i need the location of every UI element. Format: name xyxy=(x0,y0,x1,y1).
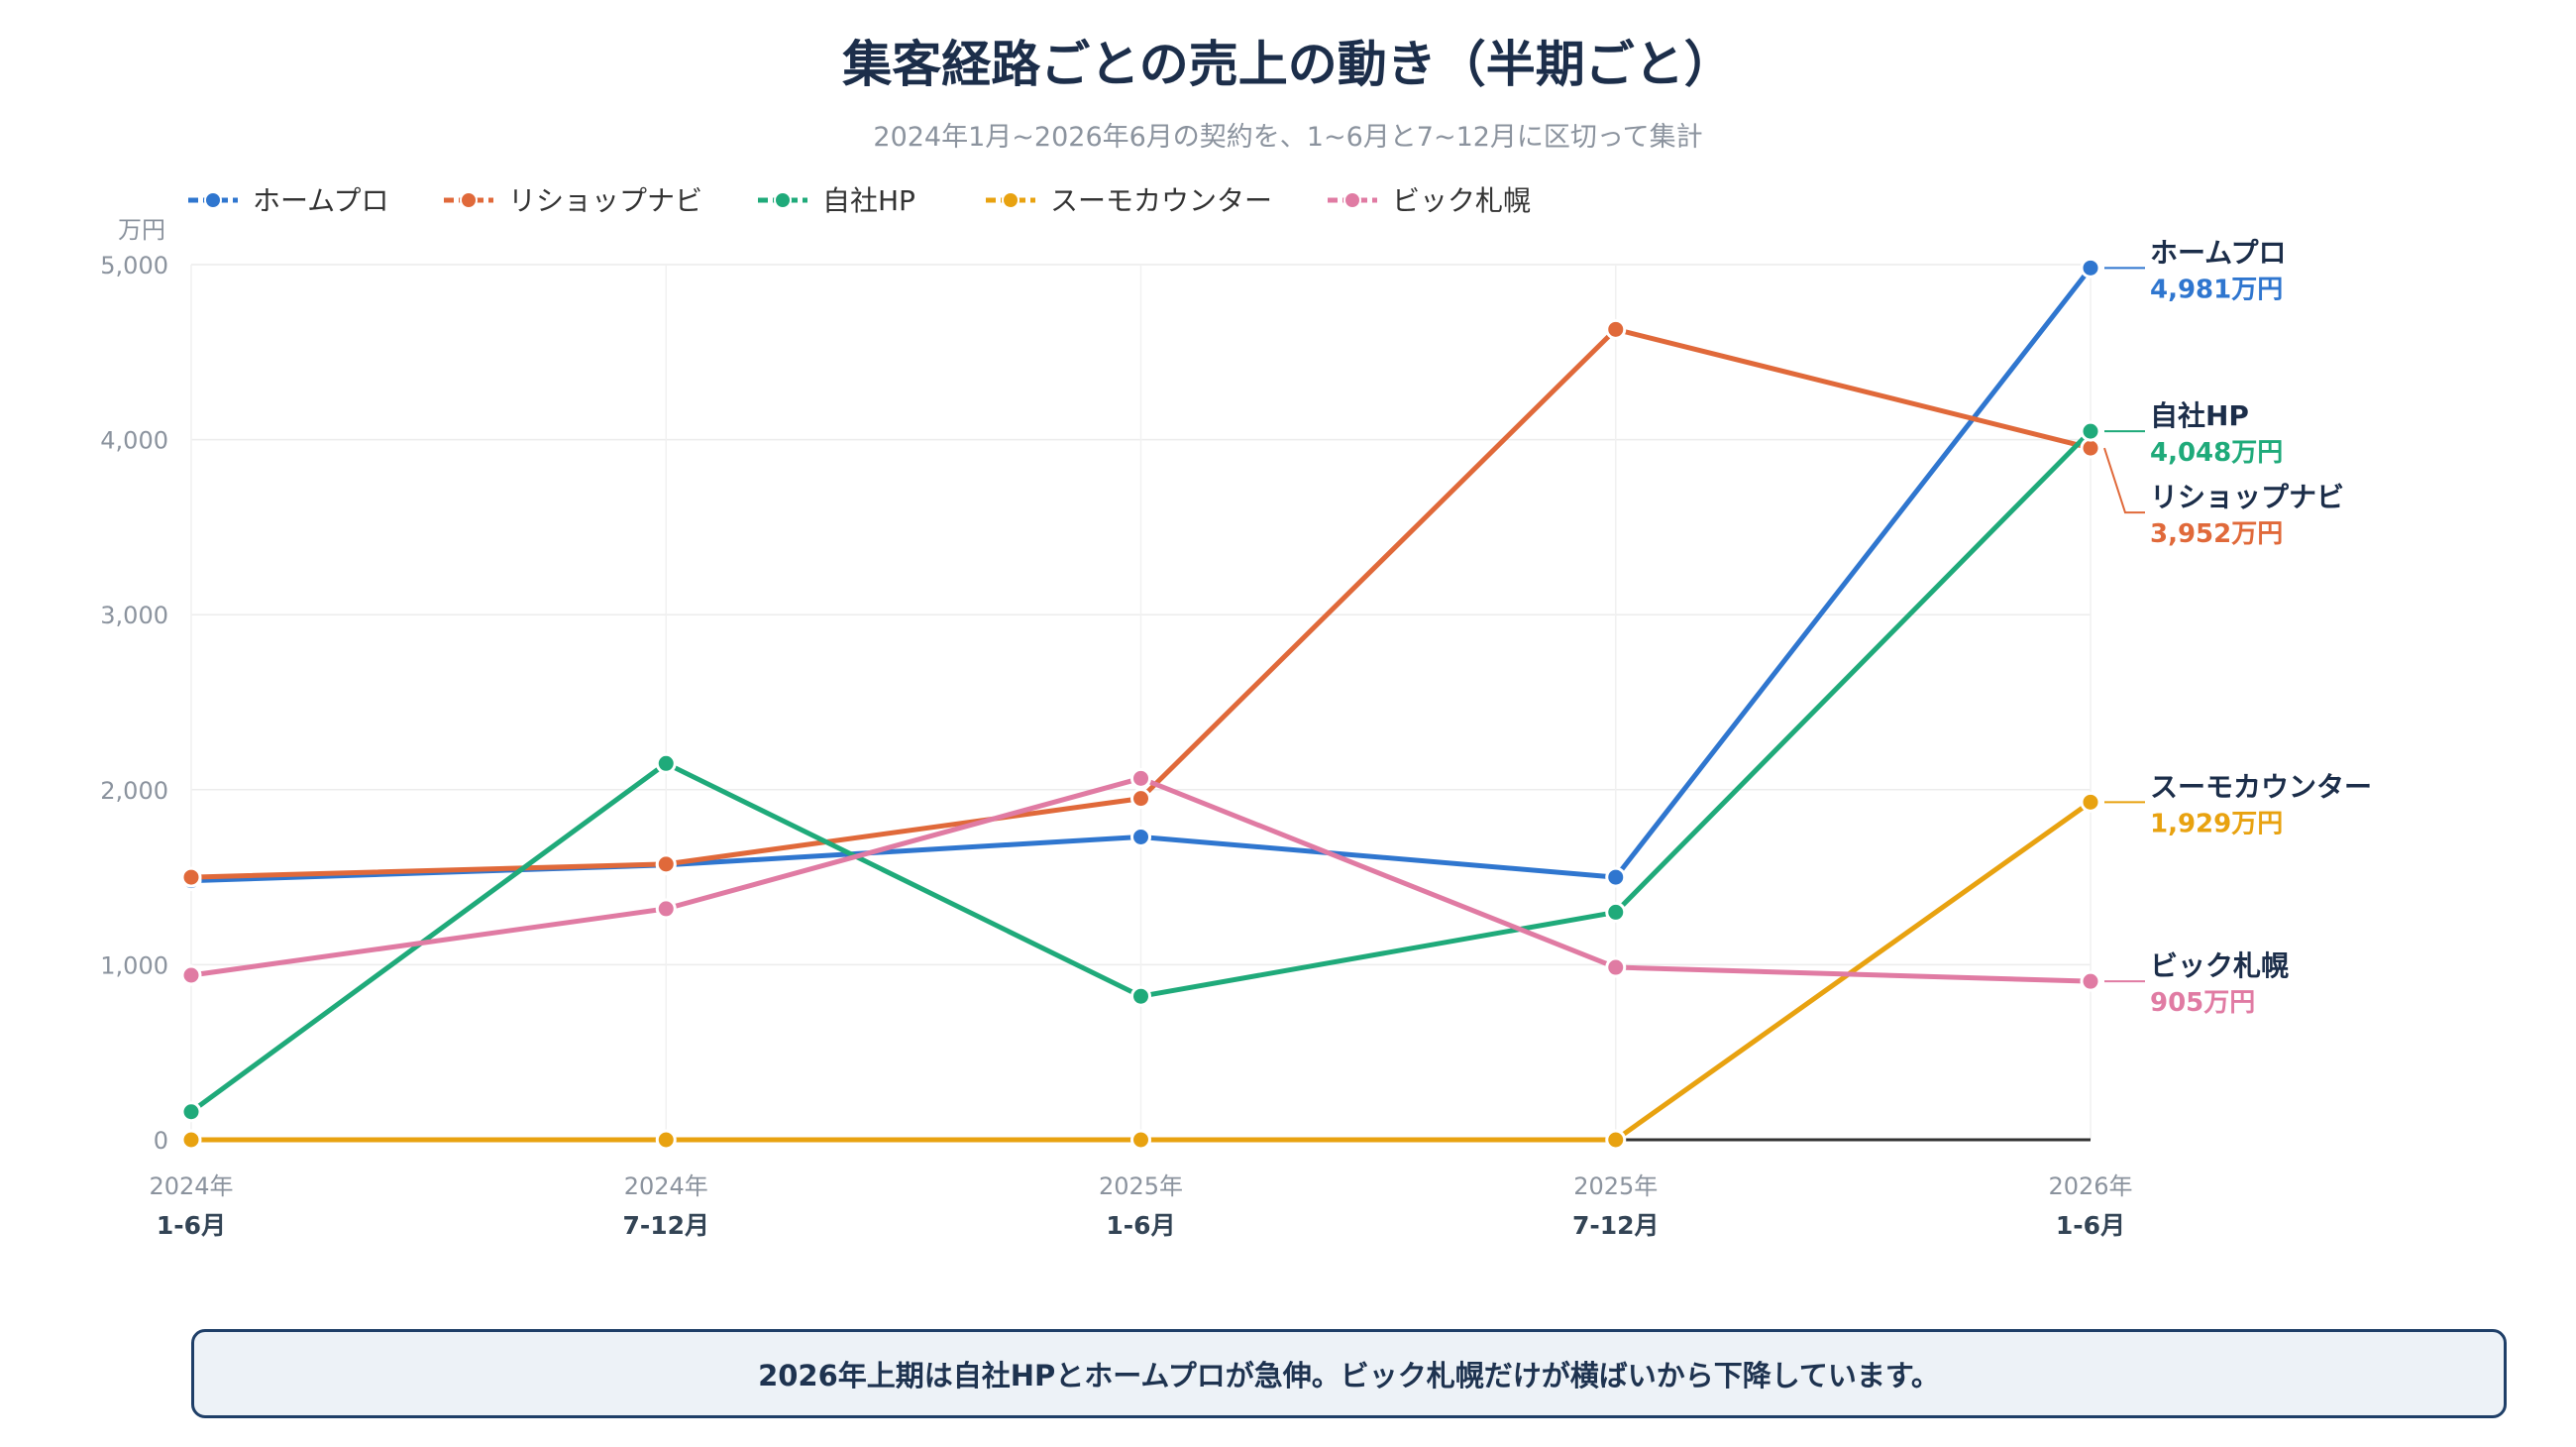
x-tick-period: 7-12月 xyxy=(1572,1211,1660,1240)
legend-marker-2 xyxy=(460,191,478,209)
legend-label-3: 自社HP xyxy=(822,184,915,217)
end-label-value-4: 1,929万円 xyxy=(2150,809,2283,838)
x-tick-year: 2024年 xyxy=(624,1172,708,1200)
data-point-5-3 xyxy=(1130,767,1151,789)
end-label-name-4: スーモカウンター xyxy=(2150,770,2372,803)
series-points xyxy=(180,257,2101,1151)
data-point-4-2 xyxy=(655,1129,677,1151)
data-point-1-4 xyxy=(1605,866,1627,888)
legend: ホームプロ リショップナビ 自社HP スーモカウンター ビック札幌 xyxy=(188,184,1531,217)
end-label-value-3: 4,048万円 xyxy=(2150,438,2283,468)
data-point-2-4 xyxy=(1605,318,1627,340)
data-point-2-2 xyxy=(655,853,677,875)
x-tick-year: 2025年 xyxy=(1573,1172,1658,1200)
data-point-5-2 xyxy=(655,898,677,920)
data-point-4-3 xyxy=(1130,1129,1151,1151)
end-label-leader-2 xyxy=(2103,447,2145,514)
end-label-name-3: 自社HP xyxy=(2150,399,2249,432)
data-point-2-5 xyxy=(2080,437,2101,459)
y-tick-label: 4,000 xyxy=(100,427,168,455)
x-tick-year: 2024年 xyxy=(149,1172,233,1200)
x-tick-period: 1-6月 xyxy=(1106,1211,1175,1240)
legend-label-2: リショップナビ xyxy=(508,184,702,217)
legend-label-5: ビック札幌 xyxy=(1392,184,1531,217)
y-tick-label: 1,000 xyxy=(100,951,168,979)
y-tick-label: 5,000 xyxy=(100,252,168,279)
legend-marker-3 xyxy=(774,191,792,209)
data-point-5-4 xyxy=(1605,956,1627,978)
y-axis: 0 1,000 2,000 3,000 4,000 5,000 xyxy=(100,252,168,1155)
x-tick-year: 2026年 xyxy=(2048,1172,2132,1200)
data-point-5-1 xyxy=(180,964,202,986)
chart-title: 集客経路ごとの売上の動き（半期ごと） xyxy=(841,36,1734,93)
y-tick-label: 2,000 xyxy=(100,777,168,805)
end-label-name-1: ホームプロ xyxy=(2150,236,2286,269)
x-tick-period: 1-6月 xyxy=(157,1211,226,1240)
data-point-1-5 xyxy=(2080,257,2101,278)
y-unit-label: 万円 xyxy=(118,216,165,244)
chart-subtitle: 2024年1月~2026年6月の契約を、1~6月と7~12月に区切って集計 xyxy=(873,122,1702,153)
legend-marker-5 xyxy=(1343,191,1361,209)
y-tick-label: 0 xyxy=(154,1127,168,1155)
data-point-3-5 xyxy=(2080,420,2101,442)
end-label-value-2: 3,952万円 xyxy=(2150,519,2283,549)
grid xyxy=(190,264,2092,1141)
data-point-2-1 xyxy=(180,866,202,888)
y-tick-label: 3,000 xyxy=(100,602,168,629)
legend-marker-1 xyxy=(204,191,222,209)
x-tick-period: 1-6月 xyxy=(2056,1211,2125,1240)
legend-marker-4 xyxy=(1002,191,1020,209)
x-tick-period: 7-12月 xyxy=(622,1211,709,1240)
x-tick-year: 2025年 xyxy=(1099,1172,1183,1200)
legend-label-4: スーモカウンター xyxy=(1050,184,1272,217)
end-label-name-5: ビック札幌 xyxy=(2150,949,2289,982)
legend-label-1: ホームプロ xyxy=(253,184,388,217)
line-chart: 集客経路ごとの売上の動き（半期ごと） 2024年1月~2026年6月の契約を、1… xyxy=(100,36,2372,1240)
data-point-4-1 xyxy=(180,1129,202,1151)
data-point-3-4 xyxy=(1605,901,1627,923)
end-label-name-2: リショップナビ xyxy=(2150,481,2344,513)
summary-text: 2026年上期は自社HPとホームプロが急伸。ビック札幌だけが横ばいから下降してい… xyxy=(758,1359,1940,1392)
data-point-4-4 xyxy=(1605,1129,1627,1151)
data-point-3-1 xyxy=(180,1101,202,1123)
data-point-3-2 xyxy=(655,752,677,774)
end-label-value-1: 4,981万円 xyxy=(2150,275,2283,304)
x-axis: 2024年 1-6月 2024年 7-12月 2025年 1-6月 2025年 7-12月 20… xyxy=(149,1172,2132,1240)
data-point-4-5 xyxy=(2080,791,2101,813)
data-point-5-5 xyxy=(2080,970,2101,992)
data-point-1-3 xyxy=(1130,826,1151,847)
summary-callout: 2026年上期は自社HPとホームプロが急伸。ビック札幌だけが横ばいから下降してい… xyxy=(191,1329,2507,1418)
data-point-2-3 xyxy=(1130,788,1151,810)
end-label-value-5: 905万円 xyxy=(2150,988,2255,1018)
data-point-3-3 xyxy=(1130,985,1151,1007)
